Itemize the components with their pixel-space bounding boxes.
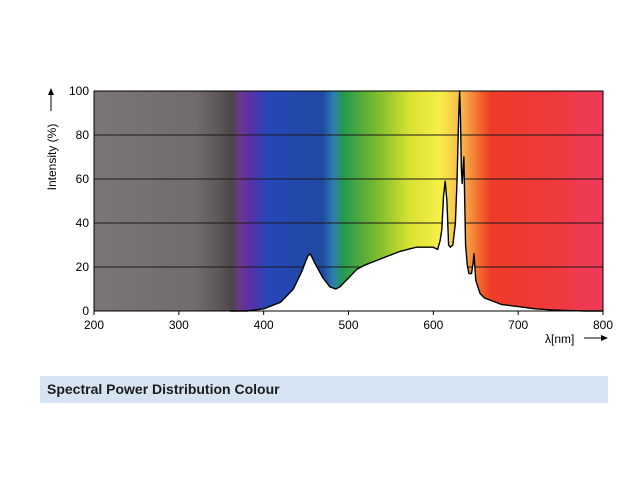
- chart-caption: Spectral Power Distribution Colour: [47, 381, 280, 397]
- x-tick-label: 500: [338, 318, 358, 332]
- y-axis-arrow-head: [48, 88, 54, 95]
- y-tick-label: 100: [69, 84, 89, 98]
- y-tick-label: 20: [76, 260, 90, 274]
- x-axis-title: λ[nm]: [545, 332, 574, 346]
- y-tick-label: 0: [82, 304, 89, 318]
- spd-curve-area: [229, 91, 604, 311]
- x-tick-label: 800: [593, 318, 613, 332]
- x-tick-label: 700: [508, 318, 528, 332]
- spd-curve-line: [229, 90, 603, 312]
- spectrum-background: [94, 91, 603, 311]
- caption-bar: Spectral Power Distribution Colour: [40, 376, 608, 403]
- x-tick-label: 600: [423, 318, 443, 332]
- x-tick-label: 300: [169, 318, 189, 332]
- x-tick-label: 400: [254, 318, 274, 332]
- y-tick-label: 80: [76, 128, 90, 142]
- y-axis-title: Intensity (%): [45, 124, 59, 191]
- y-tick-label: 40: [76, 216, 90, 230]
- y-tick-label: 60: [76, 172, 90, 186]
- y-axis-ticks: 0 20 40 60 80 100: [69, 84, 89, 318]
- x-axis-arrow-head: [601, 335, 608, 341]
- x-axis-ticks: 200 300 400 500 600 700 800: [84, 311, 613, 332]
- x-tick-label: 200: [84, 318, 104, 332]
